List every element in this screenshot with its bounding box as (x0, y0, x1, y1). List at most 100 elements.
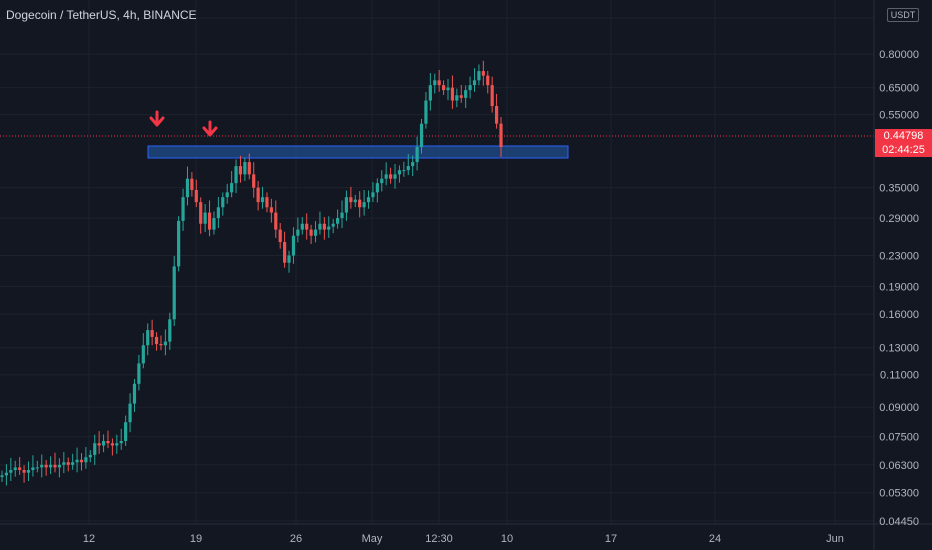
y-tick-label: 0.07500 (879, 432, 919, 444)
candle-body (450, 87, 455, 101)
candle-body (318, 223, 322, 230)
candle-body (62, 462, 66, 465)
last-price-value: 0.44798 (883, 130, 924, 142)
time-axis[interactable]: 12 19 26 May 12:30 10 17 24 Jun (83, 533, 844, 545)
candle-body (216, 207, 220, 219)
candle-body (26, 470, 31, 473)
candle-body (424, 100, 428, 124)
candle-body (468, 85, 472, 91)
candle-body (260, 197, 265, 203)
candle-body (230, 183, 234, 193)
candle-body (168, 319, 172, 342)
candle-body (234, 166, 238, 184)
x-tick-label: 10 (501, 533, 513, 545)
price-axis[interactable]: 0.80000 0.65000 0.55000 0.35000 0.29000 0.230… (879, 49, 919, 528)
x-tick-label: Jun (826, 533, 844, 545)
candle-body (150, 330, 154, 337)
candle-body (366, 197, 371, 203)
candle-body (110, 443, 114, 446)
y-tick-label: 0.19000 (879, 281, 919, 293)
candle-body (119, 441, 123, 444)
candle-body (353, 199, 357, 203)
candle-body (291, 235, 296, 256)
candle-body (93, 443, 97, 455)
candle-body (305, 223, 309, 230)
candle-body (106, 441, 110, 444)
arrow-down-icon (202, 120, 218, 137)
candles (0, 60, 503, 486)
y-tick-label: 0.04450 (879, 516, 919, 528)
candle-body (406, 166, 410, 171)
candle-body (393, 174, 397, 179)
candle-body (199, 202, 203, 224)
x-tick-label: 12 (83, 533, 95, 545)
candle-body (238, 166, 243, 175)
candle-body (172, 266, 176, 320)
candle-body (243, 162, 247, 175)
candle-body (159, 344, 163, 346)
y-tick-label: 0.55000 (879, 110, 919, 122)
candle-body (402, 170, 406, 172)
candle-body (97, 443, 101, 446)
candle-body (154, 336, 159, 345)
candle-body (300, 223, 304, 230)
candle-body (124, 422, 128, 442)
candle-body (459, 95, 463, 98)
candle-body (137, 363, 141, 384)
candle-body (499, 123, 503, 148)
currency-unit-badge[interactable]: USDT (887, 8, 919, 22)
x-tick-label: 19 (190, 533, 202, 545)
y-tick-label: 0.13000 (879, 343, 919, 355)
x-tick-label: 24 (709, 533, 721, 545)
candle-body (441, 85, 446, 91)
candle-body (181, 197, 185, 221)
candle-body (177, 220, 181, 267)
candle-body (375, 183, 379, 193)
candle-body (349, 197, 353, 203)
candle-body (190, 178, 194, 190)
candle-body (389, 174, 393, 179)
candle-body (35, 467, 39, 469)
candle-body (494, 106, 499, 124)
candle-body (31, 467, 35, 471)
candle-body (141, 345, 145, 364)
candle-body (472, 80, 477, 86)
candle-body (207, 212, 212, 230)
candle-body (446, 87, 450, 91)
y-tick-label: 0.65000 (879, 83, 919, 95)
candle-body (44, 464, 48, 468)
x-tick-label: 17 (605, 533, 617, 545)
arrow-down-icon (149, 110, 165, 127)
y-tick-label: 0.80000 (879, 49, 919, 61)
candle-body (146, 330, 150, 346)
candle-body (221, 197, 225, 208)
candle-body (48, 464, 53, 468)
candle-body (71, 462, 75, 465)
candle-body (486, 75, 490, 86)
candle-body (327, 226, 331, 230)
candle-body (309, 229, 313, 236)
candle-body (274, 212, 278, 230)
bar-countdown: 02:44:25 (882, 144, 925, 156)
y-tick-label: 0.05300 (879, 488, 919, 500)
candle-body (313, 229, 318, 236)
candle-body (278, 229, 282, 243)
y-tick-label: 0.29000 (879, 213, 919, 225)
candle-body (340, 212, 344, 219)
candle-body (79, 459, 84, 463)
candle-body (247, 162, 251, 175)
candle-body (128, 403, 132, 423)
x-tick-label: 26 (290, 533, 302, 545)
candle-body (57, 464, 62, 468)
y-tick-label: 0.23000 (879, 251, 919, 263)
candle-body (0, 475, 4, 478)
chart-title: Dogecoin / TetherUS, 4h, BINANCE (6, 8, 197, 22)
candle-body (331, 223, 335, 227)
candle-body (464, 90, 468, 98)
x-tick-label: May (362, 533, 383, 545)
candle-body (265, 197, 269, 208)
last-price-badge: 0.44798 02:44:25 (875, 129, 932, 157)
candle-body (287, 255, 291, 263)
candle-body (256, 187, 260, 203)
